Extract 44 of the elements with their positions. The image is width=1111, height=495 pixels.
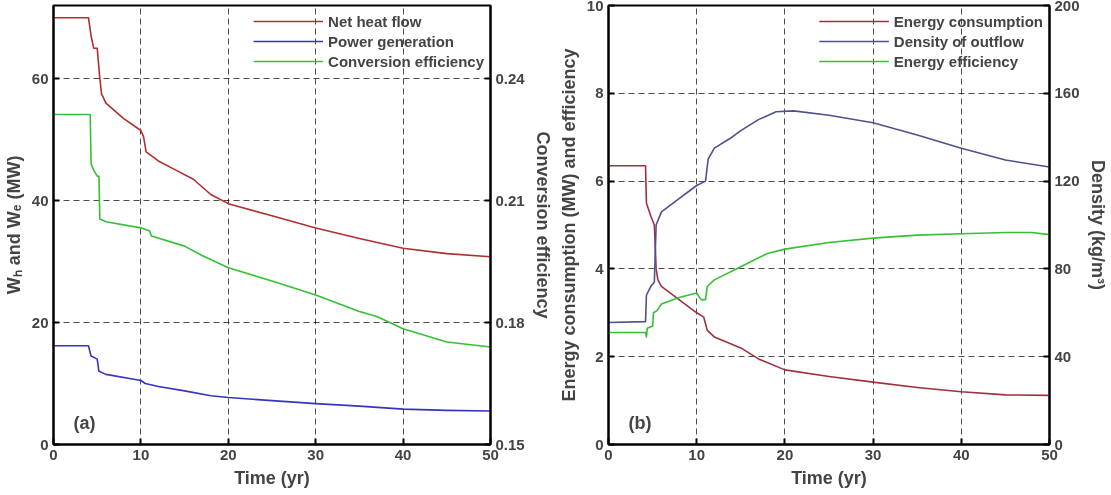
line-series xyxy=(53,113,491,348)
line-series xyxy=(53,16,491,258)
legend-label: Conversion efficiency xyxy=(328,52,484,70)
legend-label: Density of outflow xyxy=(893,32,1024,50)
y-tick-label: 6 xyxy=(595,172,604,190)
y2-tick-label: 120 xyxy=(1054,172,1080,190)
x-tick-label: 10 xyxy=(688,445,706,463)
x-tick-label: 30 xyxy=(864,445,882,463)
x-axis-title: Time (yr) xyxy=(791,467,867,488)
y2-tick-label: 160 xyxy=(1054,84,1080,102)
x-tick-label: 40 xyxy=(952,445,970,463)
y-tick-label: 10 xyxy=(586,0,604,14)
annotation: (a) xyxy=(73,412,96,433)
x-tick-label: 10 xyxy=(132,445,150,463)
y-tick-label: 40 xyxy=(31,191,49,209)
y2-tick-label: 0.24 xyxy=(495,69,526,87)
y-tick-label: 60 xyxy=(31,69,49,87)
line-series xyxy=(608,231,1050,338)
line-series xyxy=(608,164,1050,397)
y2-tick-label: 200 xyxy=(1054,0,1080,14)
y-tick-label: 2 xyxy=(595,347,604,365)
y2-tick-label: 0.21 xyxy=(495,191,525,209)
y2-tick-label: 80 xyxy=(1054,259,1072,277)
legend-label: Power generation xyxy=(328,32,454,50)
x-tick-label: 20 xyxy=(219,445,237,463)
y-tick-label: 20 xyxy=(31,313,49,331)
line-series xyxy=(53,344,491,412)
y2-tick-label: 0.18 xyxy=(495,313,525,331)
line-series xyxy=(608,110,1050,324)
x-tick-label: 20 xyxy=(776,445,794,463)
y2-axis-title: Conversion efficiency xyxy=(532,131,553,319)
y2-tick-label: 40 xyxy=(1054,347,1072,365)
legend-label: Energy efficiency xyxy=(893,52,1019,70)
legend-label: Energy consumption xyxy=(893,12,1043,30)
y2-axis-title: Density (kg/m³) xyxy=(1087,159,1108,291)
x-tick-label: 30 xyxy=(307,445,325,463)
x-axis-title: Time (yr) xyxy=(234,467,310,488)
y-axis-title: Wₕ and Wₑ (MW) xyxy=(3,155,24,295)
y-axis-title: Energy consumption (MW) and efficiency xyxy=(558,48,579,402)
annotation: (b) xyxy=(628,412,652,433)
y-tick-label: 8 xyxy=(595,84,604,102)
x-tick-label: 40 xyxy=(394,445,412,463)
legend-label: Net heat flow xyxy=(328,12,422,30)
y-tick-label: 4 xyxy=(595,259,605,277)
